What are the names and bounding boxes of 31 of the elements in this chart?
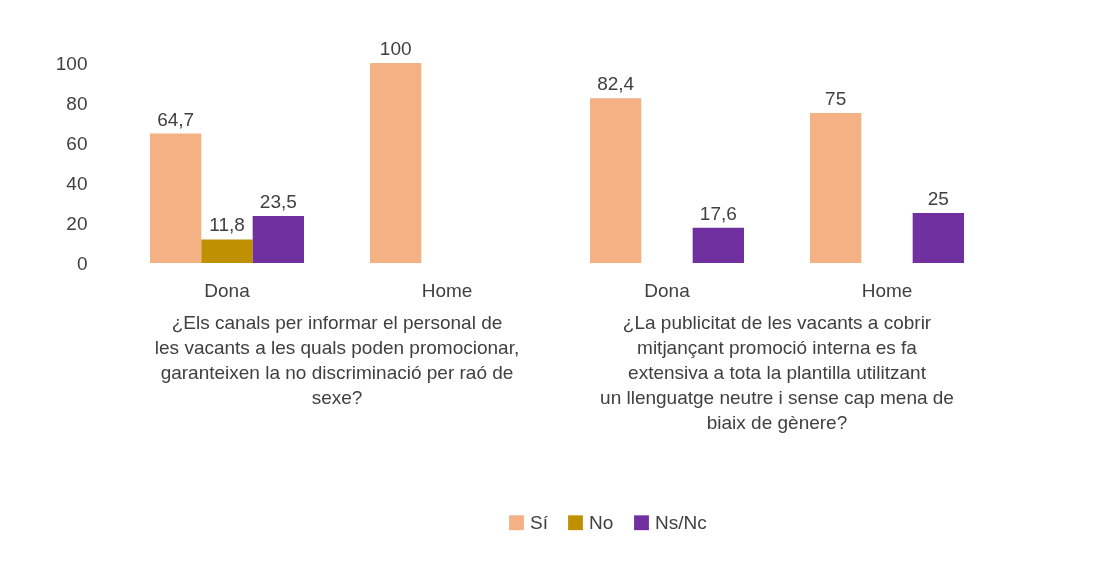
data-label: 25: [927, 188, 949, 209]
text: ¿La publicitat de les vacants a cobrir mitjançant promoció interna es fa extensiva a tota la plantilla utilitzant un llenguatge neutre i sense cap mena de biaix de gènere?: [600, 312, 954, 433]
data-label: 82,4: [597, 73, 635, 95]
data-label: 100: [379, 38, 412, 59]
y-tick-label: 40: [66, 172, 88, 194]
legend-label: Sí: [530, 511, 549, 533]
bar: [150, 133, 202, 263]
bar: [692, 227, 744, 263]
bar: [912, 213, 964, 263]
data-label: 23,5: [259, 191, 297, 212]
data-label: 75: [825, 88, 847, 109]
y-tick-label: 60: [66, 132, 88, 154]
bar: [810, 113, 862, 263]
bar: [590, 98, 642, 263]
bar: [370, 63, 422, 263]
y-tick-label: 0: [76, 252, 88, 274]
text: ¿Els canals per informar el personal de les vacants a les quals poden promocionar, garanteixen la no discriminació per raó de sexe?: [154, 312, 520, 408]
bar: [201, 239, 253, 263]
x-tick-label: Home: [421, 279, 473, 301]
y-tick-label: 20: [66, 212, 88, 234]
data-label: 11,8: [209, 214, 245, 236]
x-tick-label: Dona: [644, 279, 691, 301]
y-tick-label: 100: [55, 52, 88, 74]
legend-label: Ns/Nc: [655, 511, 707, 533]
data-label: 17,6: [699, 202, 737, 224]
x-tick-label: Dona: [204, 279, 251, 301]
data-label: 64,7: [157, 108, 195, 130]
y-tick-label: 80: [66, 92, 88, 114]
legend-label: No: [589, 511, 614, 533]
bar: [252, 216, 304, 263]
x-tick-label: Home: [861, 279, 913, 301]
